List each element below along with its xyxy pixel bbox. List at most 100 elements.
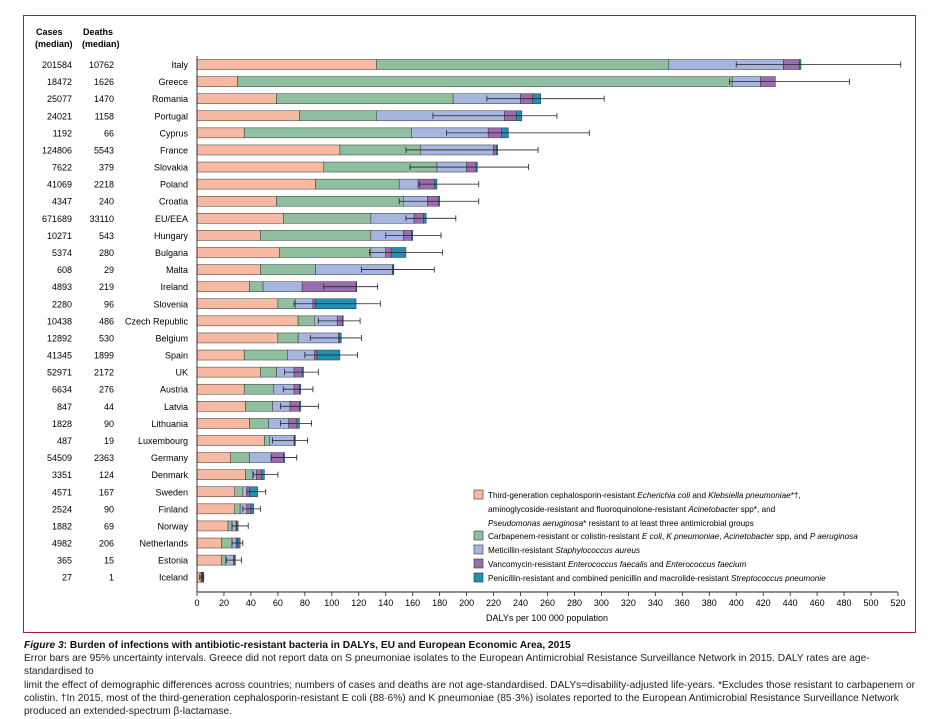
error-bar-germany	[270, 454, 298, 461]
bar-luxembourg-3gc	[196, 435, 265, 446]
error-bar-finland	[242, 505, 261, 512]
x-tick-label-380: 380	[702, 598, 717, 608]
bar-bulgaria-carbapenem	[278, 247, 372, 258]
country-label-lithuania: Lithuania	[151, 419, 188, 429]
x-tick-label-360: 360	[675, 598, 690, 608]
bar-hungary-carbapenem	[260, 230, 372, 241]
legend-swatch-3gc	[473, 489, 484, 500]
country-label-estonia: Estonia	[158, 556, 188, 566]
figure-caption: Figure 3: Burden of infections with anti…	[24, 639, 916, 718]
country-label-hungary: Hungary	[154, 231, 189, 241]
country-label-ireland: Ireland	[160, 282, 188, 292]
x-tick-label-320: 320	[621, 598, 636, 608]
bar-luxembourg-carbapenem	[264, 435, 271, 446]
caption-title-text: : Burden of infections with antibiotic-r…	[63, 640, 571, 651]
deaths-value-norway: 69	[104, 521, 114, 531]
caption-line-3: colistin. †In 2015, most of the third-ge…	[24, 692, 899, 704]
deaths-value-iceland: 1	[109, 573, 114, 583]
x-axis-label: DALYs per 100 000 population	[486, 613, 608, 623]
deaths-value-luxembourg: 19	[104, 436, 114, 446]
x-tick-label-0: 0	[194, 598, 199, 608]
error-bar-croatia	[398, 198, 480, 205]
legend-swatch-pnsp	[473, 572, 484, 583]
deaths-value-netherlands: 206	[99, 539, 114, 549]
bar-eu-eea-carbapenem	[283, 213, 372, 224]
error-bar-slovenia	[293, 300, 381, 307]
country-label-malta: Malta	[166, 265, 188, 275]
error-bar-hungary	[385, 232, 442, 239]
cases-value-belgium: 12892	[47, 333, 72, 343]
deaths-value-malta: 29	[104, 265, 114, 275]
x-tick-label-40: 40	[246, 598, 256, 608]
bar-germany-carbapenem	[230, 452, 250, 463]
bar-latvia-carbapenem	[245, 401, 273, 412]
x-tick-label-520: 520	[890, 598, 905, 608]
legend-swatch-carbapenem	[473, 530, 484, 541]
cases-value-luxembourg: 487	[57, 436, 72, 446]
x-tick-label-100: 100	[324, 598, 339, 608]
country-label-portugal: Portugal	[154, 111, 188, 121]
country-label-latvia: Latvia	[164, 402, 188, 412]
cases-value-poland: 41069	[47, 180, 72, 190]
error-bar-spain	[304, 352, 358, 359]
cases-value-slovenia: 2280	[52, 299, 72, 309]
bar-estonia-3gc	[196, 554, 222, 566]
error-bar-bulgaria	[369, 249, 443, 256]
cases-value-finland: 2524	[52, 504, 72, 514]
error-bar-italy	[735, 61, 902, 68]
caption-line-4: produced an extended-spectrum β-lactamas…	[24, 706, 233, 718]
deaths-value-eu-eea: 33110	[90, 214, 114, 224]
bar-spain-carbapenem	[243, 349, 288, 361]
error-bar-austria	[282, 386, 314, 393]
bar-sweden-3gc	[196, 486, 235, 497]
bar-croatia-carbapenem	[276, 195, 404, 207]
cases-value-cyprus: 1192	[53, 128, 72, 138]
bar-czech-republic-carbapenem	[297, 315, 315, 327]
cases-value-croatia: 4347	[52, 197, 72, 207]
x-tick-label-440: 440	[783, 598, 798, 608]
country-label-bulgaria: Bulgaria	[155, 248, 188, 258]
bar-belgium-carbapenem	[277, 332, 299, 344]
x-tick-label-500: 500	[864, 598, 879, 608]
deaths-value-croatia: 240	[99, 197, 114, 207]
deaths-value-latvia: 44	[104, 402, 114, 412]
bar-ireland-3gc	[196, 281, 250, 292]
x-tick-label-420: 420	[756, 598, 771, 608]
x-tick-label-60: 60	[273, 598, 283, 608]
bar-sweden-carbapenem	[234, 486, 244, 497]
country-label-spain: Spain	[165, 351, 188, 361]
bar-finland-3gc	[196, 503, 235, 515]
cases-value-portugal: 24021	[47, 111, 72, 121]
cases-value-hungary: 10271	[47, 231, 72, 241]
x-tick-label-220: 220	[486, 598, 501, 608]
chart-error-bars	[199, 61, 902, 581]
error-bar-iceland	[199, 574, 205, 581]
x-tick-label-20: 20	[219, 598, 229, 608]
legend-label-pnsp: Penicillin-resistant and combined penici…	[488, 574, 826, 583]
error-bar-norway	[231, 522, 249, 529]
deaths-value-slovenia: 96	[104, 299, 114, 309]
caption-line-1: Error bars are 95% uncertainty intervals…	[24, 653, 870, 678]
bar-poland-carbapenem	[315, 178, 400, 190]
deaths-value-bulgaria: 280	[99, 248, 114, 258]
cases-value-netherlands: 4982	[52, 539, 72, 549]
bar-germany-mrsa	[249, 452, 272, 463]
legend: Third-generation cephalosporin-resistant…	[473, 489, 858, 583]
country-label-france: France	[160, 145, 188, 155]
error-bar-malta	[361, 266, 435, 273]
country-label-sweden: Sweden	[155, 487, 188, 497]
country-label-eu-eea: EU/EEA	[155, 214, 188, 224]
cases-value-denmark: 3351	[52, 470, 72, 480]
cases-value-germany: 54509	[47, 453, 72, 463]
x-tick-label-480: 480	[837, 598, 852, 608]
country-label-croatia: Croatia	[159, 197, 188, 207]
bar-italy-3gc	[196, 59, 377, 70]
error-bar-france	[405, 146, 539, 153]
cases-value-estonia: 365	[57, 556, 72, 566]
legend-label-3gc-line1: Third-generation cephalosporin-resistant…	[488, 491, 801, 500]
country-label-uk: UK	[175, 368, 188, 378]
error-bar-lithuania	[280, 420, 312, 427]
country-label-czech-republic: Czech Republic	[125, 316, 189, 326]
error-bar-denmark	[253, 471, 279, 478]
deaths-value-czech-republic: 486	[99, 316, 114, 326]
